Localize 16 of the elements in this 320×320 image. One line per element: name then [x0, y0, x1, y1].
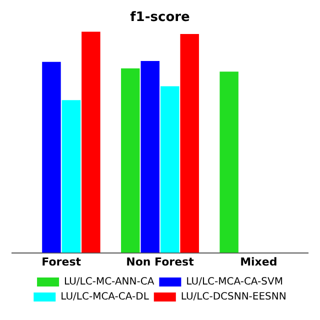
legend-label: LU/LC-DCSNN-EESNN [180, 292, 286, 303]
bar [160, 86, 180, 253]
legend-label: LU/LC-MCA-CA-SVM [186, 276, 283, 288]
chart-title: f1-score [130, 10, 190, 26]
x-tick-label: Non Forest [126, 255, 194, 268]
bar [140, 61, 160, 253]
bar [121, 68, 140, 253]
legend-label: LU/LC-MC-ANN-CA [64, 276, 154, 288]
x-tick-label: Mixed [240, 255, 278, 268]
x-tick-label: Forest [42, 255, 81, 268]
bar [180, 34, 199, 253]
bar [42, 62, 61, 253]
bar [82, 32, 100, 253]
legend-label: LU/LC-MCA-CA-DL [60, 292, 150, 303]
bar [62, 100, 81, 253]
bar [220, 72, 238, 253]
